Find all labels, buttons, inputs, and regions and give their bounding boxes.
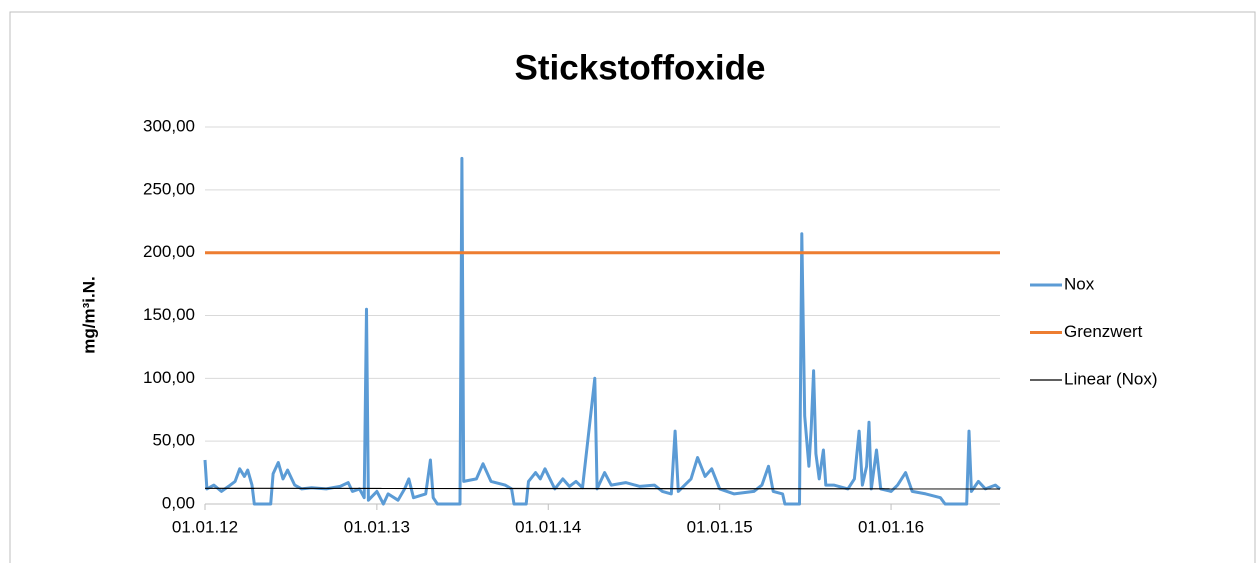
- y-tick-label: 100,00: [143, 368, 195, 387]
- chart-title: Stickstoffoxide: [515, 48, 766, 87]
- y-tick-label: 300,00: [143, 116, 195, 135]
- legend-label: Linear (Nox): [1064, 369, 1158, 388]
- x-tick-label: 01.01.13: [344, 517, 410, 536]
- y-tick-label: 200,00: [143, 242, 195, 261]
- series-line: [203, 156, 1001, 506]
- x-tick-label: 01.01.12: [172, 517, 238, 536]
- x-tick-label: 01.01.15: [687, 517, 753, 536]
- x-tick-label: 01.01.14: [515, 517, 581, 536]
- legend-label: Nox: [1064, 274, 1095, 293]
- series-line: [204, 487, 1001, 490]
- y-tick-label: 150,00: [143, 305, 195, 324]
- y-tick-label: 250,00: [143, 179, 195, 198]
- y-tick-label: 50,00: [152, 431, 195, 450]
- legend-label: Grenzwert: [1064, 322, 1143, 341]
- x-tick-label: 01.01.16: [858, 517, 924, 536]
- chart-frame: [9, 11, 1256, 563]
- y-tick-label: 0,00: [162, 493, 195, 512]
- y-axis-label: mg/m³i.N.: [79, 276, 98, 353]
